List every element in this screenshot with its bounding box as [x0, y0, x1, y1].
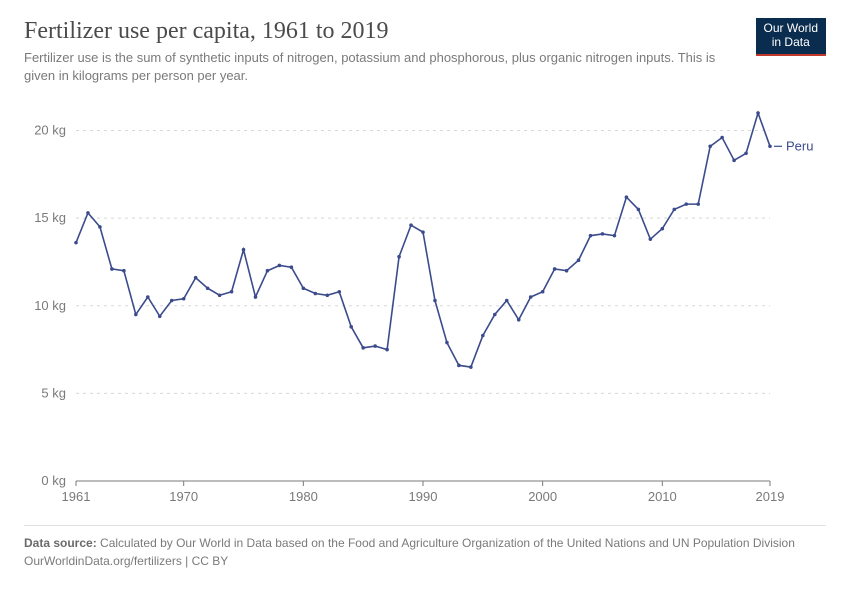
data-point — [134, 313, 138, 317]
data-point — [756, 112, 760, 116]
data-point — [170, 299, 174, 303]
data-point — [601, 232, 605, 236]
owid-logo: Our World in Data — [756, 18, 826, 56]
data-point — [254, 296, 258, 300]
data-point — [278, 264, 282, 268]
data-point — [672, 208, 676, 212]
data-point — [218, 294, 222, 298]
data-point — [445, 341, 449, 345]
data-point — [720, 136, 724, 140]
data-point — [206, 287, 210, 291]
y-tick-label: 0 kg — [41, 473, 66, 488]
data-point — [553, 268, 557, 272]
series-label-peru: Peru — [786, 139, 813, 154]
data-point — [397, 255, 401, 259]
page-subtitle: Fertilizer use is the sum of synthetic i… — [24, 49, 724, 85]
data-point — [194, 276, 198, 280]
data-point — [146, 296, 150, 300]
data-point — [493, 313, 497, 317]
data-point — [110, 268, 114, 272]
data-point — [373, 345, 377, 349]
x-tick-label: 1961 — [62, 489, 91, 504]
data-point — [361, 346, 365, 350]
data-point — [637, 208, 641, 212]
data-point — [529, 296, 533, 300]
data-point — [661, 227, 665, 231]
x-tick-label: 1990 — [409, 489, 438, 504]
data-point — [457, 364, 461, 368]
data-point — [505, 299, 509, 303]
data-point — [541, 290, 545, 294]
source-label: Data source: — [24, 536, 97, 550]
data-point — [242, 248, 246, 252]
data-point — [182, 297, 186, 301]
y-tick-label: 5 kg — [41, 386, 66, 401]
data-point — [589, 234, 593, 238]
y-tick-label: 15 kg — [34, 211, 66, 226]
data-point — [613, 234, 617, 238]
footer: Data source: Calculated by Our World in … — [24, 525, 826, 570]
data-point — [302, 287, 306, 291]
x-tick-label: 2000 — [528, 489, 557, 504]
data-point — [421, 231, 425, 235]
data-point — [158, 315, 162, 319]
data-point — [625, 196, 629, 200]
x-tick-label: 2010 — [648, 489, 677, 504]
y-tick-label: 10 kg — [34, 298, 66, 313]
data-point — [649, 238, 653, 242]
data-point — [481, 334, 485, 338]
data-point — [86, 211, 90, 215]
data-point — [266, 269, 270, 273]
data-point — [314, 292, 318, 296]
data-point — [385, 348, 389, 352]
data-point — [290, 266, 294, 270]
data-point — [577, 259, 581, 263]
data-point — [325, 294, 329, 298]
series-line-peru — [76, 113, 770, 367]
data-point — [768, 145, 772, 149]
data-point — [337, 290, 341, 294]
data-point — [469, 366, 473, 370]
chart-svg: 0 kg 5 kg 10 kg 15 kg 20 kg 1961 1970 1980 1990 2… — [24, 103, 826, 513]
page-title: Fertilizer use per capita, 1961 to 2019 — [24, 18, 736, 45]
data-point — [409, 224, 413, 228]
data-point — [708, 145, 712, 149]
line-chart: 0 kg 5 kg 10 kg 15 kg 20 kg 1961 1970 1980 1990 2… — [24, 103, 826, 513]
x-tick-label: 1970 — [169, 489, 198, 504]
source-text: Calculated by Our World in Data based on… — [97, 536, 795, 550]
data-point — [684, 203, 688, 207]
data-point — [517, 318, 521, 322]
y-tick-label: 20 kg — [34, 123, 66, 138]
data-point — [349, 325, 353, 329]
x-tick-label: 2019 — [756, 489, 785, 504]
data-point — [565, 269, 569, 273]
data-point — [122, 269, 126, 273]
data-point — [696, 203, 700, 207]
data-point — [744, 152, 748, 156]
data-point — [74, 241, 78, 245]
x-tick-label: 1980 — [289, 489, 318, 504]
data-point — [732, 159, 736, 163]
attribution: OurWorldinData.org/fertilizers | CC BY — [24, 552, 826, 570]
data-point — [98, 225, 102, 229]
data-point — [230, 290, 234, 294]
data-point — [433, 299, 437, 303]
